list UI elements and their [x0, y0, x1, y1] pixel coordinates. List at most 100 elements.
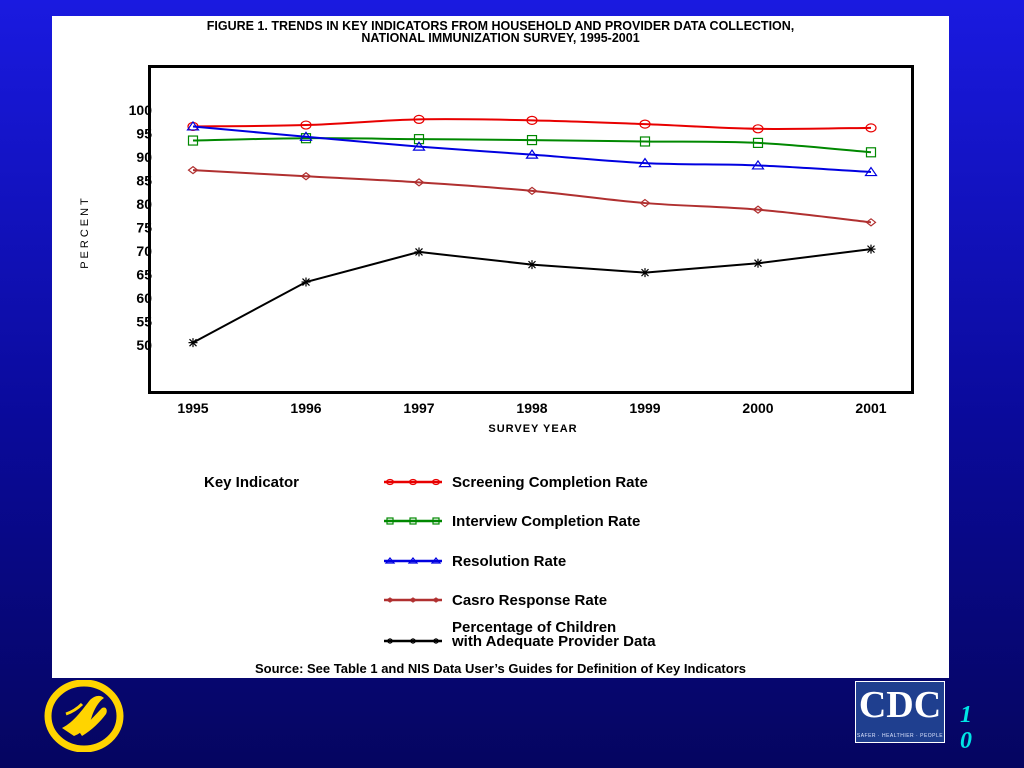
- x-tick-label: 1996: [290, 400, 321, 416]
- x-axis-label: SURVEY YEAR: [488, 423, 577, 435]
- x-tick-label: 1999: [629, 400, 660, 416]
- data-point-marker: [865, 123, 877, 133]
- data-point-marker: [409, 517, 417, 525]
- figure-title-line2: NATIONAL IMMUNIZATION SURVEY, 1995-2001: [361, 31, 640, 45]
- series-layer: [186, 114, 878, 348]
- data-point-marker: [413, 178, 425, 187]
- series-4: [187, 165, 877, 227]
- series-1: [187, 114, 877, 134]
- data-point-marker: [187, 165, 199, 175]
- data-point-marker: [752, 124, 764, 134]
- series-line: [192, 169, 872, 224]
- data-point-marker: [526, 134, 538, 146]
- series-3: [186, 120, 878, 177]
- data-point-marker: [527, 260, 537, 270]
- line-chart: 50 55 60 65 70 75 80 85 90 95 100 1995 1996 1997 1998…: [79, 65, 914, 435]
- data-point-marker: [865, 218, 877, 227]
- source-note: Source: See Table 1 and NIS Data User’s …: [255, 661, 746, 676]
- data-point-marker: [408, 478, 418, 486]
- legend-swatch: [384, 557, 442, 564]
- data-point-marker: [753, 258, 763, 268]
- data-point-marker: [385, 478, 395, 486]
- data-point-marker: [432, 517, 440, 525]
- data-point-marker: [413, 134, 425, 145]
- data-point-marker: [751, 159, 765, 170]
- legend-swatch: [384, 597, 442, 603]
- y-tick-label: 50: [136, 337, 152, 353]
- legend-title: Key Indicator: [204, 474, 300, 491]
- series-line: [192, 125, 872, 174]
- legend-label: Percentage of Children: [452, 619, 617, 636]
- x-axis: 1995 1996 1997 1998 1999 2000 2001: [177, 400, 886, 416]
- data-point-marker: [387, 638, 393, 644]
- x-tick-label: 2001: [855, 400, 886, 416]
- data-point-marker: [186, 120, 200, 131]
- data-point-marker: [866, 244, 876, 254]
- data-point-marker: [431, 597, 441, 603]
- data-point-marker: [433, 638, 439, 644]
- y-axis: 50 55 60 65 70 75 80 85 90 95 100: [129, 102, 153, 353]
- series-line: [192, 137, 872, 154]
- data-point-marker: [639, 119, 651, 129]
- data-point-marker: [385, 597, 395, 603]
- data-point-marker: [639, 198, 651, 208]
- cdc-logo-text: CDC: [858, 684, 942, 726]
- data-point-marker: [526, 115, 538, 125]
- y-tick-label: 60: [136, 290, 152, 306]
- data-point-marker: [865, 147, 877, 158]
- figure-title-line1: FIGURE 1. TRENDS IN KEY INDICATORS FROM …: [206, 19, 795, 33]
- data-point-marker: [407, 557, 419, 564]
- y-tick-label: 55: [136, 314, 152, 330]
- legend-label: with Adequate Provider Data: [452, 633, 656, 650]
- x-tick-label: 1995: [177, 400, 208, 416]
- data-point-marker: [752, 205, 764, 214]
- data-point-marker: [408, 597, 418, 603]
- x-tick-label: 1998: [516, 400, 547, 416]
- legend-label: Resolution Rate: [452, 553, 567, 570]
- y-tick-label: 100: [129, 102, 153, 118]
- data-point-marker: [752, 137, 764, 149]
- y-tick-label: 75: [136, 220, 152, 236]
- data-point-marker: [384, 557, 396, 564]
- legend-swatch: [384, 478, 442, 486]
- data-point-marker: [300, 172, 312, 181]
- plot-frame: [148, 65, 914, 394]
- data-point-marker: [386, 517, 394, 525]
- legend-label: Interview Completion Rate: [452, 513, 641, 530]
- slide-number-line1: 1: [960, 702, 972, 728]
- series-line: [192, 118, 872, 130]
- y-axis-label: PERCENT: [79, 195, 91, 269]
- y-tick-label: 65: [136, 267, 152, 283]
- data-point-marker: [414, 247, 424, 257]
- series-2: [187, 133, 877, 158]
- data-point-marker: [187, 135, 199, 146]
- legend-swatch: [384, 638, 442, 644]
- cdc-logo: CDC SAFER · HEALTHIER · PEOPLE: [855, 681, 945, 743]
- data-point-marker: [301, 277, 311, 287]
- data-point-marker: [525, 149, 539, 159]
- data-point-marker: [410, 638, 416, 644]
- data-point-marker: [300, 120, 312, 130]
- data-point-marker: [188, 338, 198, 348]
- slide-number: 1 0: [958, 702, 974, 754]
- data-point-marker: [526, 186, 538, 196]
- series-5: [188, 244, 876, 348]
- data-point-marker: [430, 557, 442, 564]
- figure-title: FIGURE 1. TRENDS IN KEY INDICATORS FROM …: [52, 19, 949, 45]
- data-point-marker: [299, 131, 313, 141]
- legend-swatch: [384, 517, 442, 525]
- y-tick-label: 90: [136, 149, 152, 165]
- y-tick-label: 95: [136, 126, 152, 142]
- data-point-marker: [638, 157, 652, 168]
- data-point-marker: [431, 478, 441, 486]
- y-tick-label: 85: [136, 173, 152, 189]
- cdc-logo-tagline: SAFER · HEALTHIER · PEOPLE: [856, 733, 944, 739]
- legend-label: Casro Response Rate: [452, 592, 608, 609]
- data-point-marker: [412, 141, 426, 151]
- figure-panel: FIGURE 1. TRENDS IN KEY INDICATORS FROM …: [52, 16, 949, 678]
- y-tick-label: 80: [136, 196, 152, 212]
- data-point-marker: [640, 268, 650, 278]
- y-tick-label: 70: [136, 243, 152, 259]
- x-tick-label: 1997: [403, 400, 434, 416]
- legend-label: Screening Completion Rate: [452, 474, 648, 491]
